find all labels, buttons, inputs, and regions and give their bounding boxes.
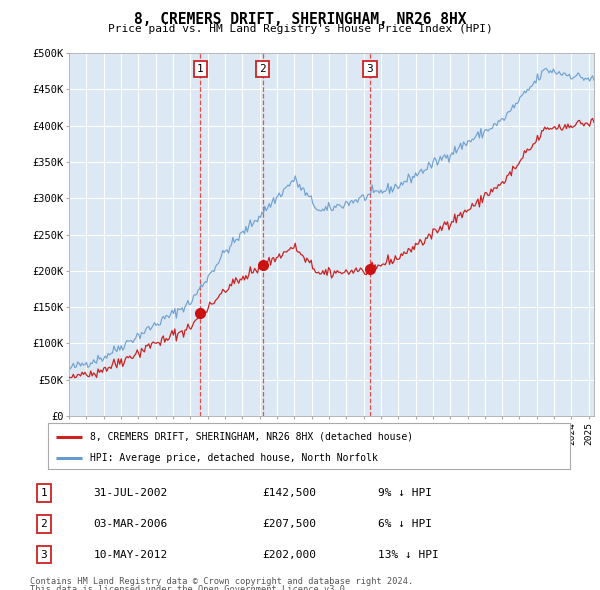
Text: This data is licensed under the Open Government Licence v3.0.: This data is licensed under the Open Gov… xyxy=(30,585,350,590)
Text: 13% ↓ HPI: 13% ↓ HPI xyxy=(378,550,439,559)
Text: £202,000: £202,000 xyxy=(262,550,316,559)
Text: 1: 1 xyxy=(40,488,47,497)
Text: £207,500: £207,500 xyxy=(262,519,316,529)
Text: Contains HM Land Registry data © Crown copyright and database right 2024.: Contains HM Land Registry data © Crown c… xyxy=(30,577,413,586)
Text: HPI: Average price, detached house, North Norfolk: HPI: Average price, detached house, Nort… xyxy=(90,453,377,463)
Text: Price paid vs. HM Land Registry's House Price Index (HPI): Price paid vs. HM Land Registry's House … xyxy=(107,24,493,34)
Text: £142,500: £142,500 xyxy=(262,488,316,497)
Text: 31-JUL-2002: 31-JUL-2002 xyxy=(94,488,168,497)
Text: 3: 3 xyxy=(367,64,373,74)
Text: 2: 2 xyxy=(259,64,266,74)
Text: 8, CREMERS DRIFT, SHERINGHAM, NR26 8HX (detached house): 8, CREMERS DRIFT, SHERINGHAM, NR26 8HX (… xyxy=(90,432,413,442)
Text: 03-MAR-2006: 03-MAR-2006 xyxy=(94,519,168,529)
Text: 9% ↓ HPI: 9% ↓ HPI xyxy=(378,488,432,497)
Text: 8, CREMERS DRIFT, SHERINGHAM, NR26 8HX: 8, CREMERS DRIFT, SHERINGHAM, NR26 8HX xyxy=(134,12,466,27)
Text: 10-MAY-2012: 10-MAY-2012 xyxy=(94,550,168,559)
Text: 1: 1 xyxy=(197,64,204,74)
Text: 2: 2 xyxy=(40,519,47,529)
Text: 3: 3 xyxy=(40,550,47,559)
Text: 6% ↓ HPI: 6% ↓ HPI xyxy=(378,519,432,529)
